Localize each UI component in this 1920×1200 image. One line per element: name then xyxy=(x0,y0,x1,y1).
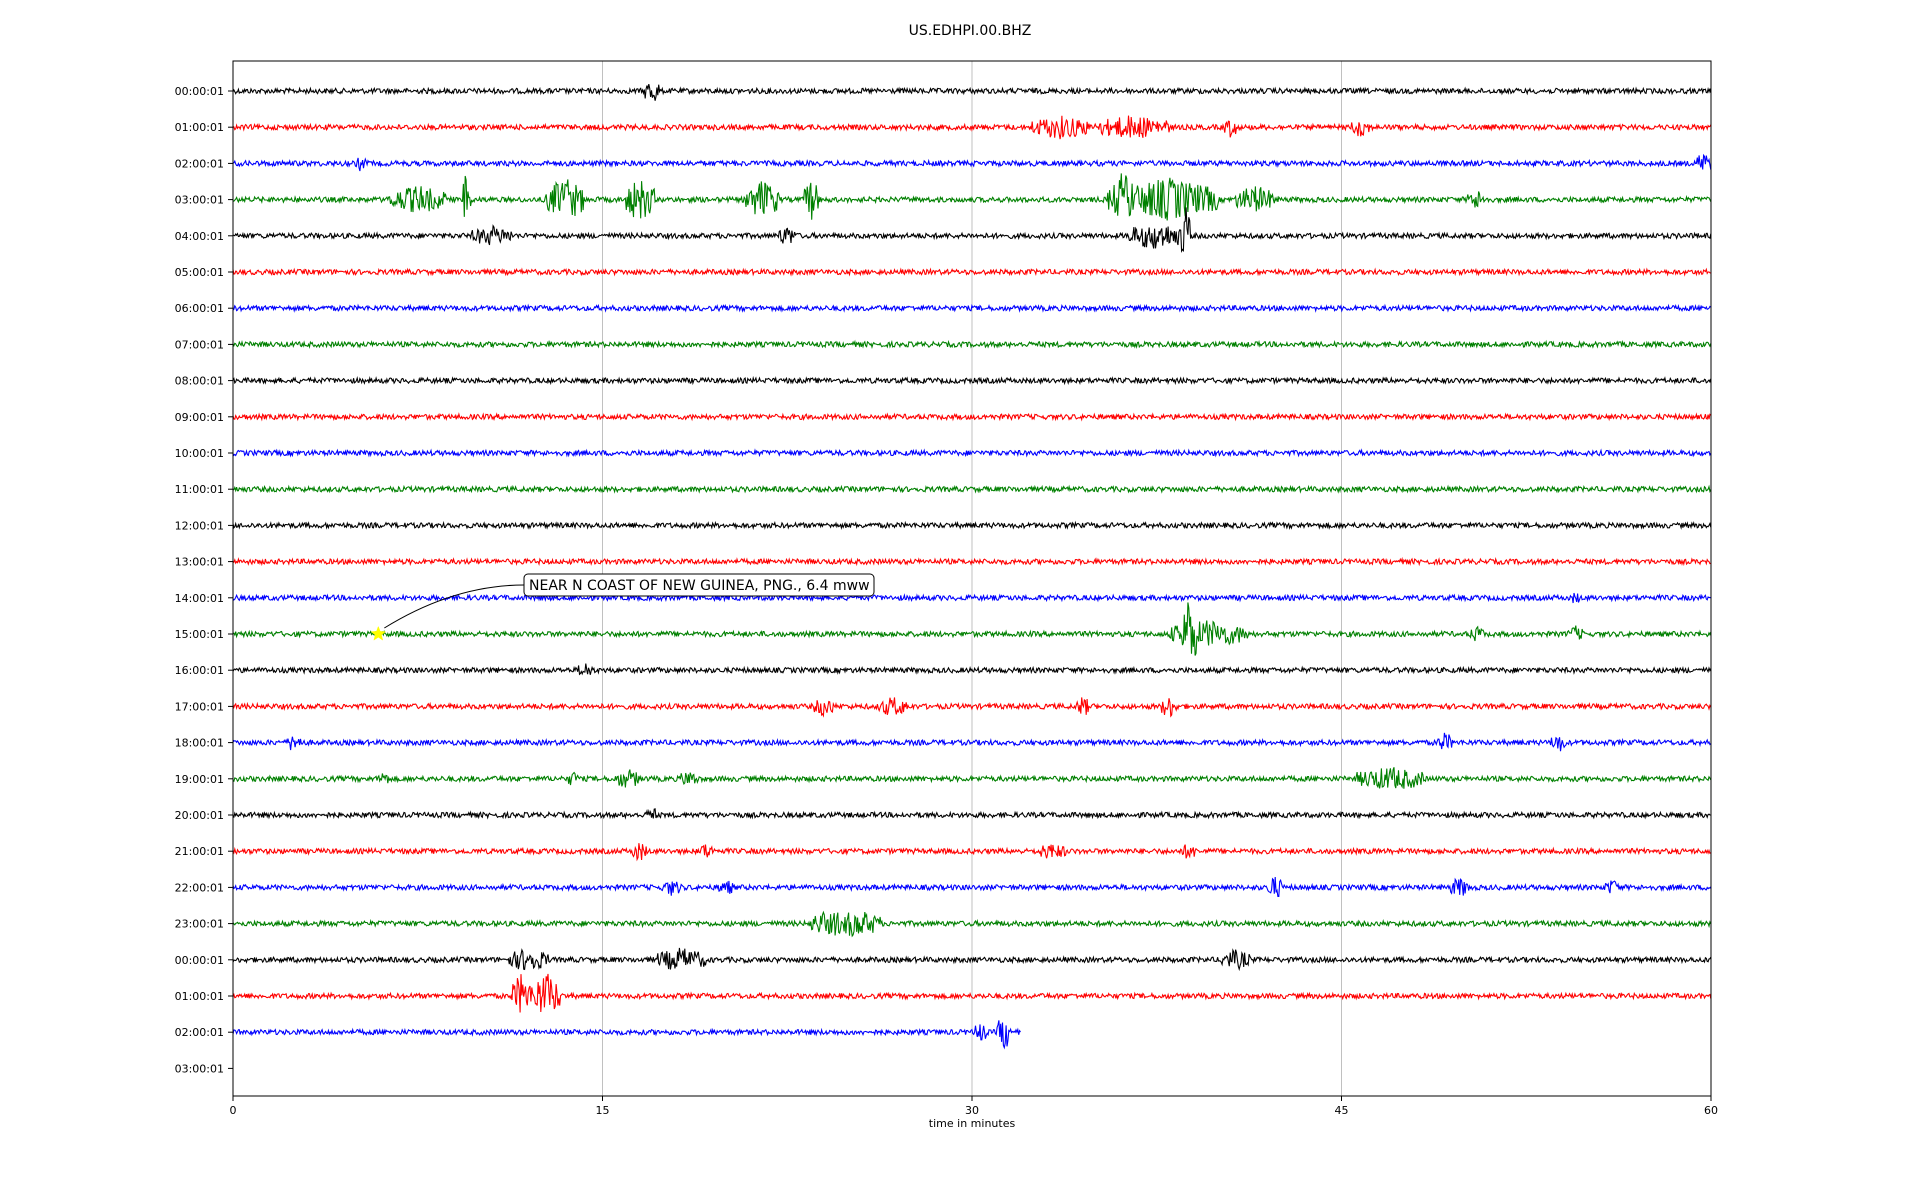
plot-frame xyxy=(232,60,1712,1097)
x-axis-ticks: 0 15 30 45 60 xyxy=(230,1096,1718,1117)
trace-row-16 xyxy=(232,663,1712,676)
trace-row-10 xyxy=(232,448,1712,458)
row-label-21: 21:00:01 xyxy=(175,845,224,858)
trace-layer xyxy=(232,83,1712,1050)
trace-row-1 xyxy=(232,115,1712,140)
chart-title: US.EDHPI.00.BHZ xyxy=(909,23,1032,39)
row-label-18: 18:00:01 xyxy=(175,737,224,750)
trace-row-22 xyxy=(232,876,1712,898)
row-label-23: 23:00:01 xyxy=(175,918,224,931)
annotation-box xyxy=(523,573,875,597)
trace-row-24 xyxy=(232,947,1712,972)
row-label-26: 02:00:01 xyxy=(175,1026,224,1039)
row-label-5: 05:00:01 xyxy=(175,266,224,279)
row-label-7: 07:00:01 xyxy=(175,338,224,351)
row-labels: 00:00:01 01:00:01 02:00:01 03:00:01 04:00:01… xyxy=(175,85,233,1075)
x-tick-label-1: 15 xyxy=(596,1104,610,1117)
row-label-8: 08:00:01 xyxy=(175,375,224,388)
row-label-10: 10:00:01 xyxy=(175,447,224,460)
trace-row-8 xyxy=(232,375,1712,386)
row-label-15: 15:00:01 xyxy=(175,628,224,641)
row-label-1: 01:00:01 xyxy=(175,121,224,134)
trace-row-19 xyxy=(232,767,1712,789)
row-label-11: 11:00:01 xyxy=(175,483,224,496)
annotation-connector xyxy=(384,584,525,629)
trace-row-13 xyxy=(232,556,1711,567)
trace-row-21 xyxy=(232,843,1712,862)
trace-row-0 xyxy=(232,83,1712,101)
trace-row-18 xyxy=(232,732,1712,752)
trace-row-20 xyxy=(232,808,1711,820)
trace-row-17 xyxy=(232,697,1712,718)
trace-row-5 xyxy=(232,267,1711,277)
row-label-4: 04:00:01 xyxy=(175,230,224,243)
trace-row-4 xyxy=(232,207,1712,254)
trace-row-12 xyxy=(232,520,1712,531)
row-label-12: 12:00:01 xyxy=(175,519,224,532)
trace-row-26 xyxy=(232,1020,1021,1050)
row-label-14: 14:00:01 xyxy=(175,592,224,605)
row-label-3: 03:00:01 xyxy=(175,194,224,207)
row-label-2: 02:00:01 xyxy=(175,157,224,170)
event-annotation: NEAR N COAST OF NEW GUINEA, PNG., 6.4 mw… xyxy=(370,573,875,641)
row-label-17: 17:00:01 xyxy=(175,700,224,713)
row-label-6: 06:00:01 xyxy=(175,302,224,315)
trace-row-15 xyxy=(232,602,1712,656)
trace-row-3 xyxy=(232,173,1712,221)
x-tick-label-3: 45 xyxy=(1335,1104,1349,1117)
row-label-20: 20:00:01 xyxy=(175,809,224,822)
row-label-22: 22:00:01 xyxy=(175,881,224,894)
trace-row-9 xyxy=(232,412,1712,422)
trace-row-25 xyxy=(232,973,1712,1013)
row-label-16: 16:00:01 xyxy=(175,664,224,677)
trace-row-23 xyxy=(232,910,1712,938)
trace-row-11 xyxy=(232,484,1712,494)
row-label-27: 03:00:01 xyxy=(175,1062,224,1075)
row-label-19: 19:00:01 xyxy=(175,773,224,786)
row-label-13: 13:00:01 xyxy=(175,556,224,569)
trace-row-14 xyxy=(232,592,1712,604)
row-label-0: 00:00:01 xyxy=(175,85,224,98)
x-tick-label-2: 30 xyxy=(965,1104,979,1117)
x-tick-label-4: 60 xyxy=(1704,1104,1718,1117)
trace-row-7 xyxy=(232,339,1712,350)
x-axis-label: time in minutes xyxy=(929,1117,1016,1130)
trace-row-6 xyxy=(232,303,1712,313)
row-label-24: 00:00:01 xyxy=(175,954,224,967)
trace-row-2 xyxy=(232,153,1712,172)
row-label-9: 09:00:01 xyxy=(175,411,224,424)
annotation-text: NEAR N COAST OF NEW GUINEA, PNG., 6.4 mw… xyxy=(529,578,870,594)
row-label-25: 01:00:01 xyxy=(175,990,224,1003)
event-star-marker xyxy=(370,625,387,641)
x-tick-label-0: 0 xyxy=(230,1104,237,1117)
